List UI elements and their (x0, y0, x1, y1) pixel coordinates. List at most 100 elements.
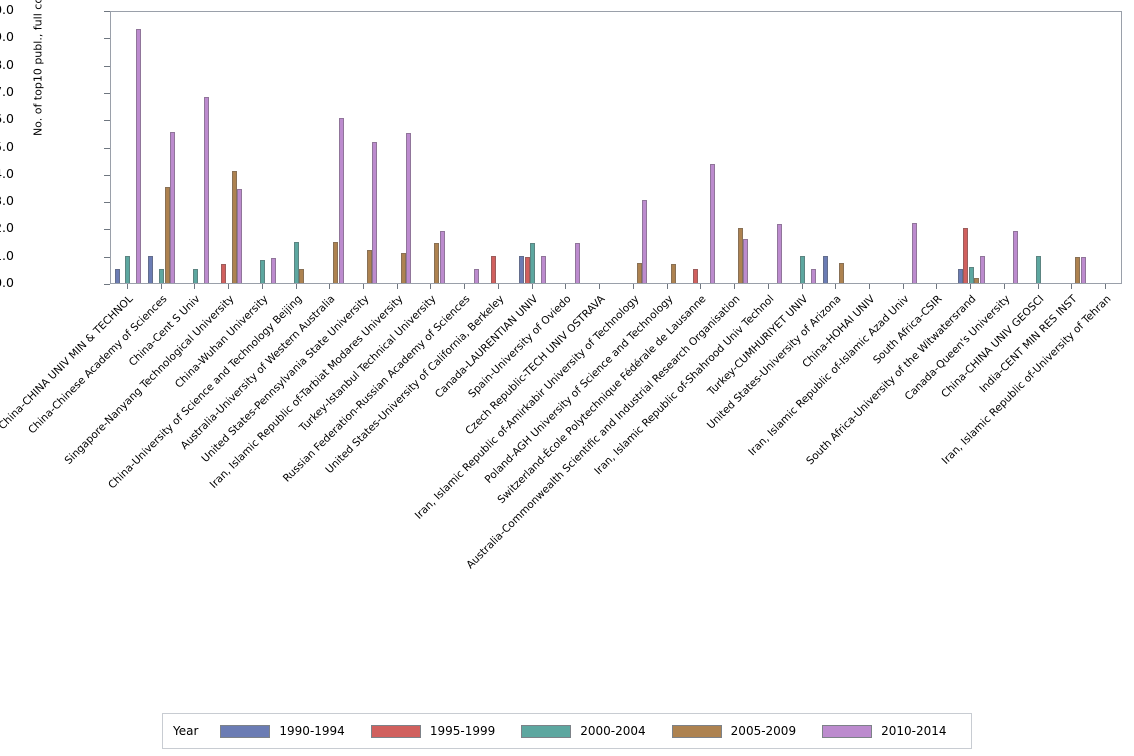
x-tick-mark (464, 284, 466, 289)
x-axis-labels: China-CHINA UNIV MIN & TECHNOL China-Chin… (0, 293, 1114, 571)
legend-item[interactable]: 1990-1994 (220, 724, 345, 738)
bar (540, 255, 546, 283)
legend-items: 1990-1994 1995-1999 2000-2004 2005-2009 2010… (220, 724, 972, 738)
bar (974, 277, 980, 283)
bar (530, 243, 536, 283)
x-tick-mark (160, 284, 162, 289)
x-tick-mark (767, 284, 769, 289)
y-tick-label: 4.0 (0, 165, 14, 181)
bar (737, 228, 743, 283)
x-tick-mark (835, 284, 837, 289)
legend-label: 1990-1994 (279, 724, 345, 738)
y-tick-label: 0.0 (0, 275, 14, 290)
bar (221, 263, 227, 283)
x-tick-mark (902, 284, 904, 289)
legend-label: 2000-2004 (580, 724, 646, 738)
legend-swatch (671, 724, 722, 738)
y-tick-mark (104, 120, 110, 122)
x-tick-mark (801, 284, 803, 289)
legend-item[interactable]: 2005-2009 (671, 724, 796, 738)
bar (777, 224, 783, 283)
y-tick-label: 6.0 (0, 111, 14, 127)
x-tick-mark (396, 284, 398, 289)
x-tick-mark (126, 284, 128, 289)
x-tick-mark (1105, 284, 1107, 289)
x-tick-mark (228, 284, 230, 289)
legend-item[interactable]: 2000-2004 (521, 724, 646, 738)
bar (693, 269, 699, 283)
bar (192, 269, 198, 283)
bar (636, 262, 642, 283)
legend-swatch (822, 724, 873, 738)
x-tick-mark (700, 284, 702, 289)
y-tick-label: 5.0 (0, 138, 14, 154)
x-tick-mark (261, 284, 263, 289)
x-tick-mark (295, 284, 297, 289)
x-tick-mark (970, 284, 972, 289)
y-tick-mark (104, 92, 110, 94)
bar (299, 269, 305, 283)
y-tick-mark (104, 65, 110, 67)
legend-title: Year (173, 724, 199, 738)
x-tick-mark (936, 284, 938, 289)
bar (1080, 257, 1086, 283)
bar (203, 97, 209, 283)
bar (670, 263, 676, 283)
bar (1036, 255, 1042, 283)
y-tick-mark (104, 11, 110, 12)
x-tick-mark (1037, 284, 1039, 289)
legend-swatch (521, 724, 572, 738)
bar (1075, 257, 1081, 283)
legend-swatch (370, 724, 421, 738)
bar (473, 269, 479, 283)
x-tick-mark (497, 284, 499, 289)
bar (810, 269, 816, 283)
legend-item[interactable]: 1995-1999 (370, 724, 496, 738)
y-tick-mark (104, 256, 110, 258)
y-tick-mark (104, 202, 110, 204)
x-tick-mark (869, 284, 870, 289)
legend: Year 1990-1994 1995-1999 2000-2004 2005-200… (162, 713, 972, 749)
x-tick-mark (1071, 284, 1073, 289)
y-tick-mark (104, 38, 110, 40)
y-tick-label: 7.0 (0, 83, 14, 99)
x-tick-mark (565, 284, 567, 289)
x-tick-mark (329, 284, 331, 289)
bar (400, 252, 406, 283)
y-tick-label: 8.0 (0, 56, 14, 72)
bar (439, 231, 445, 283)
legend-label: 1995-1999 (429, 724, 496, 738)
y-tick-mark (104, 147, 110, 149)
legend-item[interactable]: 2010-2014 (822, 724, 947, 738)
x-tick-mark (531, 284, 533, 289)
bar (1013, 231, 1019, 283)
bar (333, 242, 339, 283)
y-tick-label: 1.0 (0, 247, 14, 263)
bar (260, 259, 266, 283)
bar (642, 199, 648, 283)
legend-label: 2010-2014 (881, 724, 947, 738)
bar (237, 188, 243, 283)
x-tick-label-text: China-Chinese Academy of Sciences (25, 293, 170, 437)
x-tick-mark (194, 284, 196, 289)
bar (519, 255, 525, 283)
bar (169, 131, 175, 283)
y-tick-label: 9.0 (0, 29, 14, 45)
bar (822, 255, 828, 283)
x-tick-mark (734, 284, 736, 289)
y-tick-label: 3.0 (0, 193, 14, 209)
x-tick-label-text: Iran, Islamic Republic of-Amirkabir Univ… (412, 293, 642, 522)
bar (148, 255, 154, 283)
bar (800, 255, 806, 283)
y-tick-mark (104, 284, 110, 285)
bar (957, 269, 963, 283)
x-tick-mark (632, 284, 634, 289)
bar (114, 269, 120, 283)
bar (839, 262, 845, 283)
x-tick-mark (599, 284, 601, 289)
plot-area (110, 11, 1122, 284)
bar (125, 255, 131, 283)
bar (743, 239, 749, 283)
bar (271, 258, 277, 283)
y-tick-label: 10.0 (0, 2, 14, 17)
